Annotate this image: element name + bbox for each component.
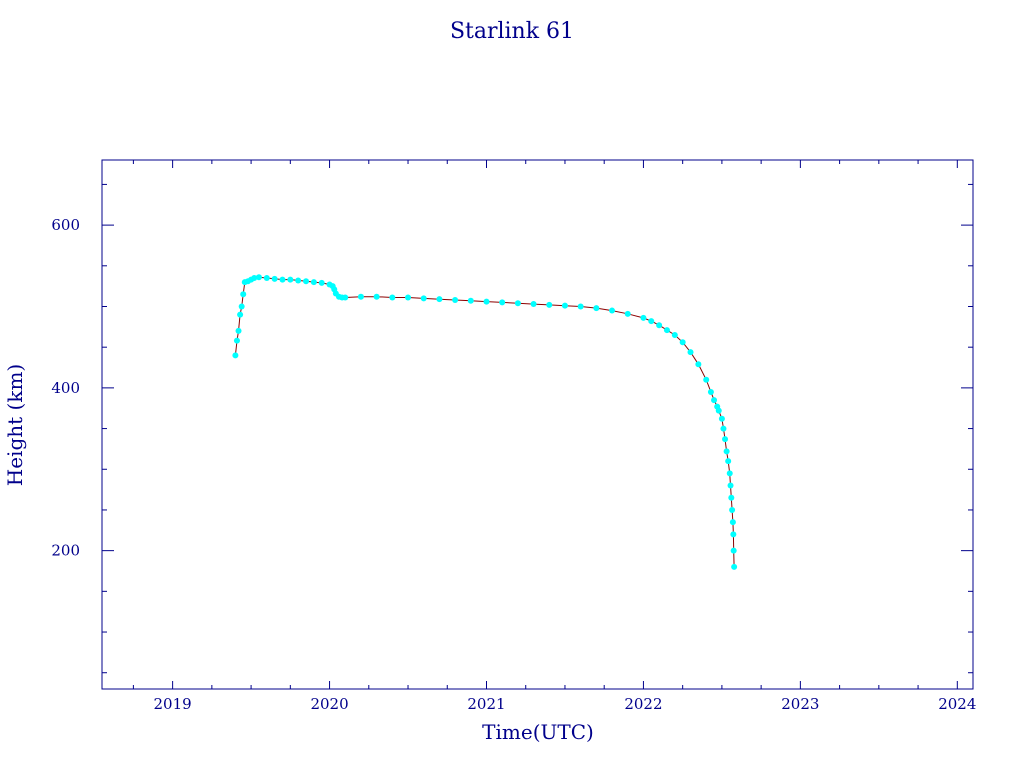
data-point — [679, 339, 686, 346]
data-point — [707, 388, 714, 395]
data-point — [718, 415, 725, 422]
data-point — [452, 296, 459, 303]
data-point — [483, 298, 490, 305]
data-point — [725, 458, 732, 465]
data-point — [656, 322, 663, 329]
data-point — [238, 303, 245, 310]
data-point — [310, 279, 317, 286]
x-tick-label: 2023 — [781, 695, 819, 713]
data-point — [255, 274, 262, 281]
data-point — [687, 349, 694, 356]
x-axis-label: Time(UTC) — [482, 720, 594, 744]
data-point — [727, 482, 734, 489]
y-tick-label: 200 — [51, 542, 80, 560]
x-tick-label: 2022 — [624, 695, 662, 713]
data-point — [263, 275, 270, 282]
data-point — [405, 294, 412, 301]
data-point — [232, 352, 239, 359]
data-point — [720, 425, 727, 432]
data-point — [235, 327, 242, 334]
data-point — [561, 302, 568, 309]
data-point — [287, 276, 294, 283]
data-point — [373, 293, 380, 300]
data-point — [728, 494, 735, 501]
data-point — [499, 299, 506, 306]
data-point — [640, 314, 647, 321]
x-tick-label: 2019 — [154, 695, 192, 713]
data-point — [711, 397, 718, 404]
data-point — [577, 303, 584, 310]
data-point — [730, 547, 737, 554]
data-point — [467, 297, 474, 304]
x-tick-label: 2024 — [938, 695, 976, 713]
plot-frame — [101, 159, 974, 690]
data-point — [671, 331, 678, 338]
data-point — [695, 361, 702, 368]
y-tick-label: 600 — [51, 216, 80, 234]
y-axis-label: Height (km) — [3, 364, 27, 486]
data-point — [318, 279, 325, 286]
data-point — [729, 506, 736, 513]
data-point — [703, 376, 710, 383]
data-point — [303, 278, 310, 285]
data-point — [389, 294, 396, 301]
data-point — [731, 563, 738, 570]
data-point — [648, 318, 655, 325]
data-point — [295, 277, 302, 284]
data-point — [436, 296, 443, 303]
data-points — [232, 274, 738, 570]
data-point — [251, 275, 258, 282]
axis-ticks — [102, 160, 973, 689]
data-point — [546, 301, 553, 308]
data-point — [624, 310, 631, 317]
data-point — [240, 291, 247, 298]
tick-labels: 2019 2020 2021 2022 2023 2024 200 400 600 — [51, 216, 976, 713]
data-point — [729, 519, 736, 526]
y-tick-label: 400 — [51, 379, 80, 397]
chart-title: Starlink 61 — [450, 19, 574, 44]
data-point — [593, 305, 600, 312]
data-point — [715, 407, 722, 414]
data-point — [357, 293, 364, 300]
data-point — [514, 300, 521, 307]
data-point — [730, 531, 737, 538]
data-line — [234, 276, 735, 567]
data-point — [420, 295, 427, 302]
data-point — [271, 275, 278, 282]
data-point — [237, 311, 244, 318]
data-point — [609, 307, 616, 314]
data-point — [342, 294, 349, 301]
data-point — [723, 448, 730, 455]
data-point — [530, 301, 537, 308]
data-point — [663, 327, 670, 334]
data-point — [279, 276, 286, 283]
data-point — [722, 436, 729, 443]
data-point — [726, 470, 733, 477]
x-tick-label: 2020 — [310, 695, 348, 713]
data-point — [233, 337, 240, 344]
x-tick-label: 2021 — [467, 695, 505, 713]
